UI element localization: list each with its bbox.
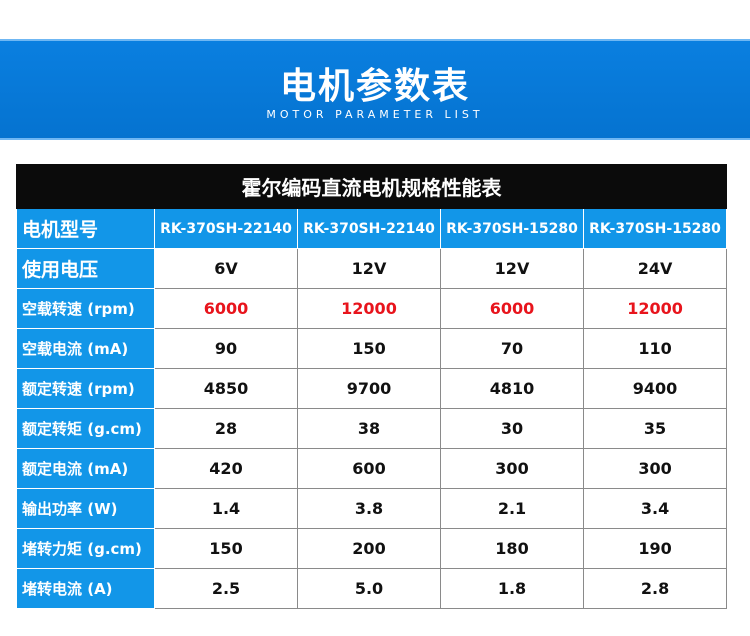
table-cell: 300 — [582, 448, 728, 489]
model-header-row: 电机型号 RK-370SH-22140 RK-370SH-22140 RK-37… — [16, 208, 728, 249]
model-name: RK-370SH-15280 — [582, 208, 728, 249]
table-cell: 2.1 — [440, 488, 584, 529]
table-cell: 1.8 — [440, 568, 584, 609]
table-cell: 24V — [582, 248, 728, 289]
spec-table: 霍尔编码直流电机规格性能表 电机型号 RK-370SH-22140 RK-370… — [15, 164, 728, 609]
table-cell: 38 — [297, 408, 441, 449]
table-cell: 90 — [154, 328, 298, 369]
table-title: 霍尔编码直流电机规格性能表 — [15, 164, 728, 209]
table-cell: 28 — [154, 408, 298, 449]
row-label: 额定转速 (rpm) — [16, 368, 155, 409]
table-cell: 6000 — [154, 288, 298, 329]
model-name: RK-370SH-22140 — [297, 208, 441, 249]
table-cell: 12000 — [297, 288, 441, 329]
table-cell: 6000 — [440, 288, 584, 329]
table-cell: 9700 — [297, 368, 441, 409]
table-cell: 3.4 — [582, 488, 728, 529]
header-banner: 电机参数表 MOTOR PARAMETER LIST — [0, 39, 750, 140]
table-row: 额定转矩 (g.cm) 28 38 30 35 — [16, 408, 728, 449]
table-cell: 6V — [154, 248, 298, 289]
row-label: 堵转力矩 (g.cm) — [16, 528, 155, 569]
row-label: 额定电流 (mA) — [16, 448, 155, 489]
table-cell: 12V — [440, 248, 584, 289]
page-title: 电机参数表 — [279, 66, 470, 107]
table-cell: 200 — [297, 528, 441, 569]
table-cell: 30 — [440, 408, 584, 449]
table-cell: 600 — [297, 448, 441, 489]
table-cell: 150 — [154, 528, 298, 569]
table-cell: 2.8 — [582, 568, 728, 609]
table-row: 额定电流 (mA) 420 600 300 300 — [16, 448, 728, 489]
model-name: RK-370SH-22140 — [154, 208, 298, 249]
row-label: 使用电压 — [16, 248, 155, 289]
table-cell: 1.4 — [154, 488, 298, 529]
table-cell: 9400 — [582, 368, 728, 409]
table-row: 空载电流 (mA) 90 150 70 110 — [16, 328, 728, 369]
table-cell: 70 — [440, 328, 584, 369]
table-cell: 180 — [440, 528, 584, 569]
row-label: 输出功率 (W) — [16, 488, 155, 529]
table-cell: 35 — [582, 408, 728, 449]
table-row: 输出功率 (W) 1.4 3.8 2.1 3.4 — [16, 488, 728, 529]
table-row: 额定转速 (rpm) 4850 9700 4810 9400 — [16, 368, 728, 409]
table-cell: 12V — [297, 248, 441, 289]
model-label: 电机型号 — [16, 208, 155, 249]
table-cell: 2.5 — [154, 568, 298, 609]
table-cell: 5.0 — [297, 568, 441, 609]
table-row: 使用电压 6V 12V 12V 24V — [16, 248, 728, 289]
model-name: RK-370SH-15280 — [440, 208, 584, 249]
table-cell: 12000 — [582, 288, 728, 329]
row-label: 堵转电流 (A) — [16, 568, 155, 609]
table-cell: 4850 — [154, 368, 298, 409]
table-cell: 420 — [154, 448, 298, 489]
row-label: 空载转速 (rpm) — [16, 288, 155, 329]
table-cell: 110 — [582, 328, 728, 369]
table-row: 堵转电流 (A) 2.5 5.0 1.8 2.8 — [16, 568, 728, 609]
table-cell: 150 — [297, 328, 441, 369]
table-cell: 190 — [582, 528, 728, 569]
table-row: 堵转力矩 (g.cm) 150 200 180 190 — [16, 528, 728, 569]
table-cell: 3.8 — [297, 488, 441, 529]
table-cell: 300 — [440, 448, 584, 489]
page-subtitle: MOTOR PARAMETER LIST — [266, 108, 484, 121]
table-row: 空载转速 (rpm) 6000 12000 6000 12000 — [16, 288, 728, 329]
table-cell: 4810 — [440, 368, 584, 409]
row-label: 额定转矩 (g.cm) — [16, 408, 155, 449]
row-label: 空载电流 (mA) — [16, 328, 155, 369]
